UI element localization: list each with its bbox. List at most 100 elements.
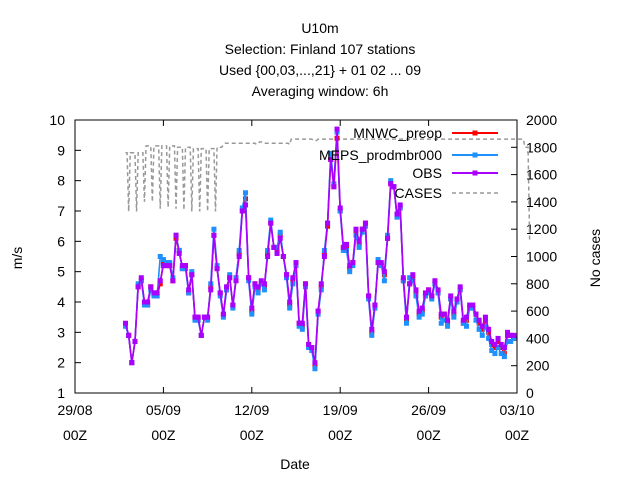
series-obs-point: [321, 254, 327, 259]
series-meps-prodmbr000-point: [511, 335, 517, 341]
series-obs-point: [183, 263, 188, 269]
series-obs-point: [486, 326, 492, 332]
series-obs-point: [205, 314, 211, 320]
series-obs-point: [432, 278, 438, 284]
series-meps-prodmbr000-point: [369, 332, 375, 338]
series-meps-prodmbr000-point: [274, 244, 280, 250]
series-meps-prodmbr000-point: [473, 317, 479, 323]
series-meps-prodmbr000-point: [375, 257, 381, 263]
series-meps-prodmbr000-point: [167, 260, 173, 266]
series-obs-point: [381, 269, 387, 275]
series-meps-prodmbr000-point: [340, 247, 346, 253]
series-meps-prodmbr000-point: [498, 351, 504, 357]
y-tick-label: 9: [57, 142, 65, 158]
series-meps-prodmbr000-point: [476, 326, 482, 332]
series-meps-prodmbr000-point: [451, 314, 457, 320]
series-obs-point: [482, 314, 488, 320]
series-mnwc-preop-point: [160, 260, 166, 266]
y2-axis-label: No cases: [587, 229, 603, 287]
y2-tick-label: 800: [526, 276, 550, 292]
series-obs-point: [340, 244, 346, 250]
series-meps-prodmbr000-point: [394, 214, 400, 220]
series-obs-point: [302, 281, 308, 287]
series-obs-point: [429, 293, 435, 299]
legend-label-mnwc-preop: MNWC_preop: [353, 125, 442, 141]
series-obs-point: [366, 293, 372, 299]
series-mnwc-preop-point: [476, 320, 482, 326]
x-tick-label-date: 03/10: [499, 402, 534, 418]
series-obs-point: [473, 311, 479, 317]
series-meps-prodmbr000-point: [268, 217, 274, 223]
series-obs-point: [170, 278, 176, 284]
series-meps-prodmbr000-point: [413, 293, 419, 299]
series-obs-point: [132, 338, 138, 344]
series-meps-prodmbr000-point: [186, 290, 192, 296]
series-meps-prodmbr000-point: [495, 345, 501, 350]
series-obs-point: [344, 241, 350, 247]
series-obs-point: [505, 329, 511, 335]
series-obs-point: [151, 290, 157, 296]
series-obs-point: [378, 260, 384, 266]
series-obs-point: [261, 281, 267, 287]
x-tick-label-date: 12/09: [234, 402, 269, 418]
series-obs-point: [265, 254, 271, 259]
series-obs-point: [413, 287, 419, 293]
series-obs-point: [460, 317, 466, 323]
x-tick-label-hour: 00Z: [417, 427, 442, 443]
series-obs-point: [397, 202, 403, 208]
series-meps-prodmbr000-point: [426, 290, 432, 296]
series-obs-point: [148, 284, 154, 290]
series-obs-point: [287, 299, 293, 305]
series-obs-point: [224, 284, 230, 290]
series-obs-point: [445, 317, 451, 323]
series-meps-prodmbr000-point: [154, 293, 160, 299]
series-obs-point: [315, 308, 321, 314]
series-meps-prodmbr000-point: [328, 150, 334, 156]
series-obs-point: [457, 284, 463, 290]
series-meps-prodmbr000-point: [460, 320, 466, 326]
series-obs-point: [492, 341, 498, 347]
series-obs: [123, 126, 517, 366]
series-obs-point: [306, 341, 312, 347]
series-obs-point: [274, 250, 280, 256]
series-meps-prodmbr000-point: [164, 260, 170, 266]
series-mnwc-preop-point: [498, 345, 504, 350]
series-obs-point: [258, 278, 264, 284]
series-obs-point: [369, 326, 375, 332]
series-meps-prodmbr000-point: [227, 272, 233, 278]
x-tick-label-date: 29/08: [57, 402, 92, 418]
series-mnwc-preop-point: [495, 338, 501, 344]
series-meps-prodmbr000-point: [429, 296, 435, 302]
x-tick-label-hour: 00Z: [505, 427, 530, 443]
series-meps-prodmbr000-point: [508, 338, 514, 344]
series-meps-prodmbr000-point: [486, 335, 492, 341]
series-obs-point: [479, 323, 485, 329]
series-obs-point: [236, 254, 242, 259]
series-obs-point: [328, 156, 334, 162]
plot-frame: [74, 119, 518, 394]
series-obs-point: [451, 308, 457, 314]
series-obs-point: [227, 275, 233, 281]
series-obs-point: [164, 263, 170, 269]
series-obs-point: [198, 332, 204, 338]
series-obs-point: [501, 345, 507, 350]
series-meps-prodmbr000-point: [344, 247, 350, 253]
chart-title-line-1: U10m: [301, 20, 339, 36]
series-meps-prodmbr000-point: [249, 311, 255, 317]
series-meps-prodmbr000-point: [258, 281, 264, 287]
y-tick-label: 4: [57, 294, 65, 310]
series-obs-point: [141, 299, 147, 305]
series-obs-point: [293, 260, 299, 266]
series-obs-point: [252, 281, 258, 287]
x-tick-label-hour: 00Z: [63, 427, 88, 443]
series-meps-prodmbr000-point: [482, 323, 488, 329]
series-obs-point: [353, 226, 359, 232]
y-tick-label: 3: [57, 324, 65, 340]
legend-marker-meps-prodmbr000: [472, 152, 478, 158]
chart-title-line-2: Selection: Finland 107 stations: [224, 41, 416, 57]
y2-tick-label: 1800: [526, 139, 557, 155]
series-obs-point: [388, 181, 394, 187]
series-meps-prodmbr000-point: [242, 190, 248, 196]
series-obs-point: [312, 360, 318, 366]
series-meps-prodmbr000-point: [404, 320, 409, 326]
